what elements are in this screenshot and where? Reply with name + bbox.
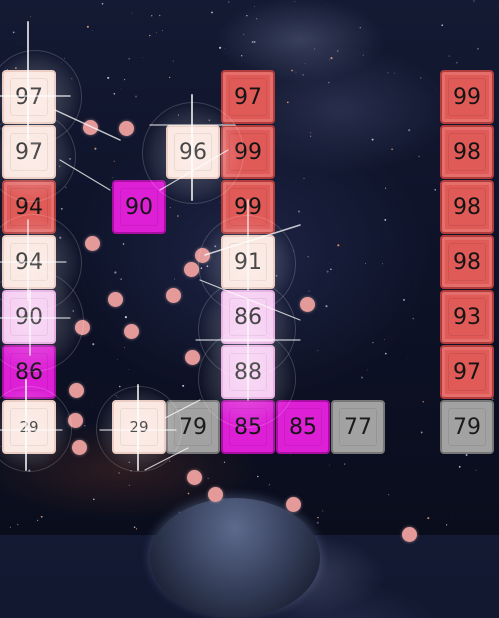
block-tile[interactable]: 91 — [221, 235, 275, 289]
block-tile[interactable]: 97 — [2, 125, 56, 179]
block-tile[interactable]: 79 — [440, 400, 494, 454]
block-tile[interactable]: 85 — [221, 400, 275, 454]
ball — [75, 320, 90, 335]
block-tile[interactable]: 94 — [2, 180, 56, 234]
game-board[interactable]: 97 97 94 94 90 86 29 90 96 29 79 97 99 9… — [0, 0, 499, 535]
block-tile[interactable]: 97 — [440, 345, 494, 399]
ball — [286, 497, 301, 512]
block-tile[interactable]: 97 — [221, 70, 275, 124]
ball — [85, 236, 100, 251]
block-tile[interactable]: 99 — [440, 70, 494, 124]
ball — [166, 288, 181, 303]
block-tile[interactable]: 98 — [440, 180, 494, 234]
block-tile[interactable]: 98 — [440, 235, 494, 289]
block-tile[interactable]: 90 — [2, 290, 56, 344]
block-tile[interactable]: 94 — [2, 235, 56, 289]
ball — [185, 350, 200, 365]
ball — [68, 413, 83, 428]
block-tile[interactable]: 96 — [166, 125, 220, 179]
block-tile[interactable]: 99 — [221, 180, 275, 234]
ball — [119, 121, 134, 136]
ball — [184, 262, 199, 277]
block-tile[interactable]: 97 — [2, 70, 56, 124]
ball — [187, 470, 202, 485]
block-tile[interactable]: 93 — [440, 290, 494, 344]
block-tile[interactable]: 98 — [440, 125, 494, 179]
ball — [72, 440, 87, 455]
ball — [83, 120, 98, 135]
block-tile[interactable]: 90 — [112, 180, 166, 234]
ball — [124, 324, 139, 339]
block-tile[interactable]: 29 — [2, 400, 56, 454]
block-tile[interactable]: 77 — [331, 400, 385, 454]
block-tile[interactable]: 99 — [221, 125, 275, 179]
block-tile[interactable]: 79 — [166, 400, 220, 454]
ball — [69, 383, 84, 398]
block-tile[interactable]: 29 — [112, 400, 166, 454]
block-tile[interactable]: 85 — [276, 400, 330, 454]
block-tile[interactable]: 86 — [221, 290, 275, 344]
block-tile[interactable]: 88 — [221, 345, 275, 399]
ball — [195, 248, 210, 263]
block-tile[interactable]: 86 — [2, 345, 56, 399]
ball — [208, 487, 223, 502]
ball — [300, 297, 315, 312]
ball — [108, 292, 123, 307]
